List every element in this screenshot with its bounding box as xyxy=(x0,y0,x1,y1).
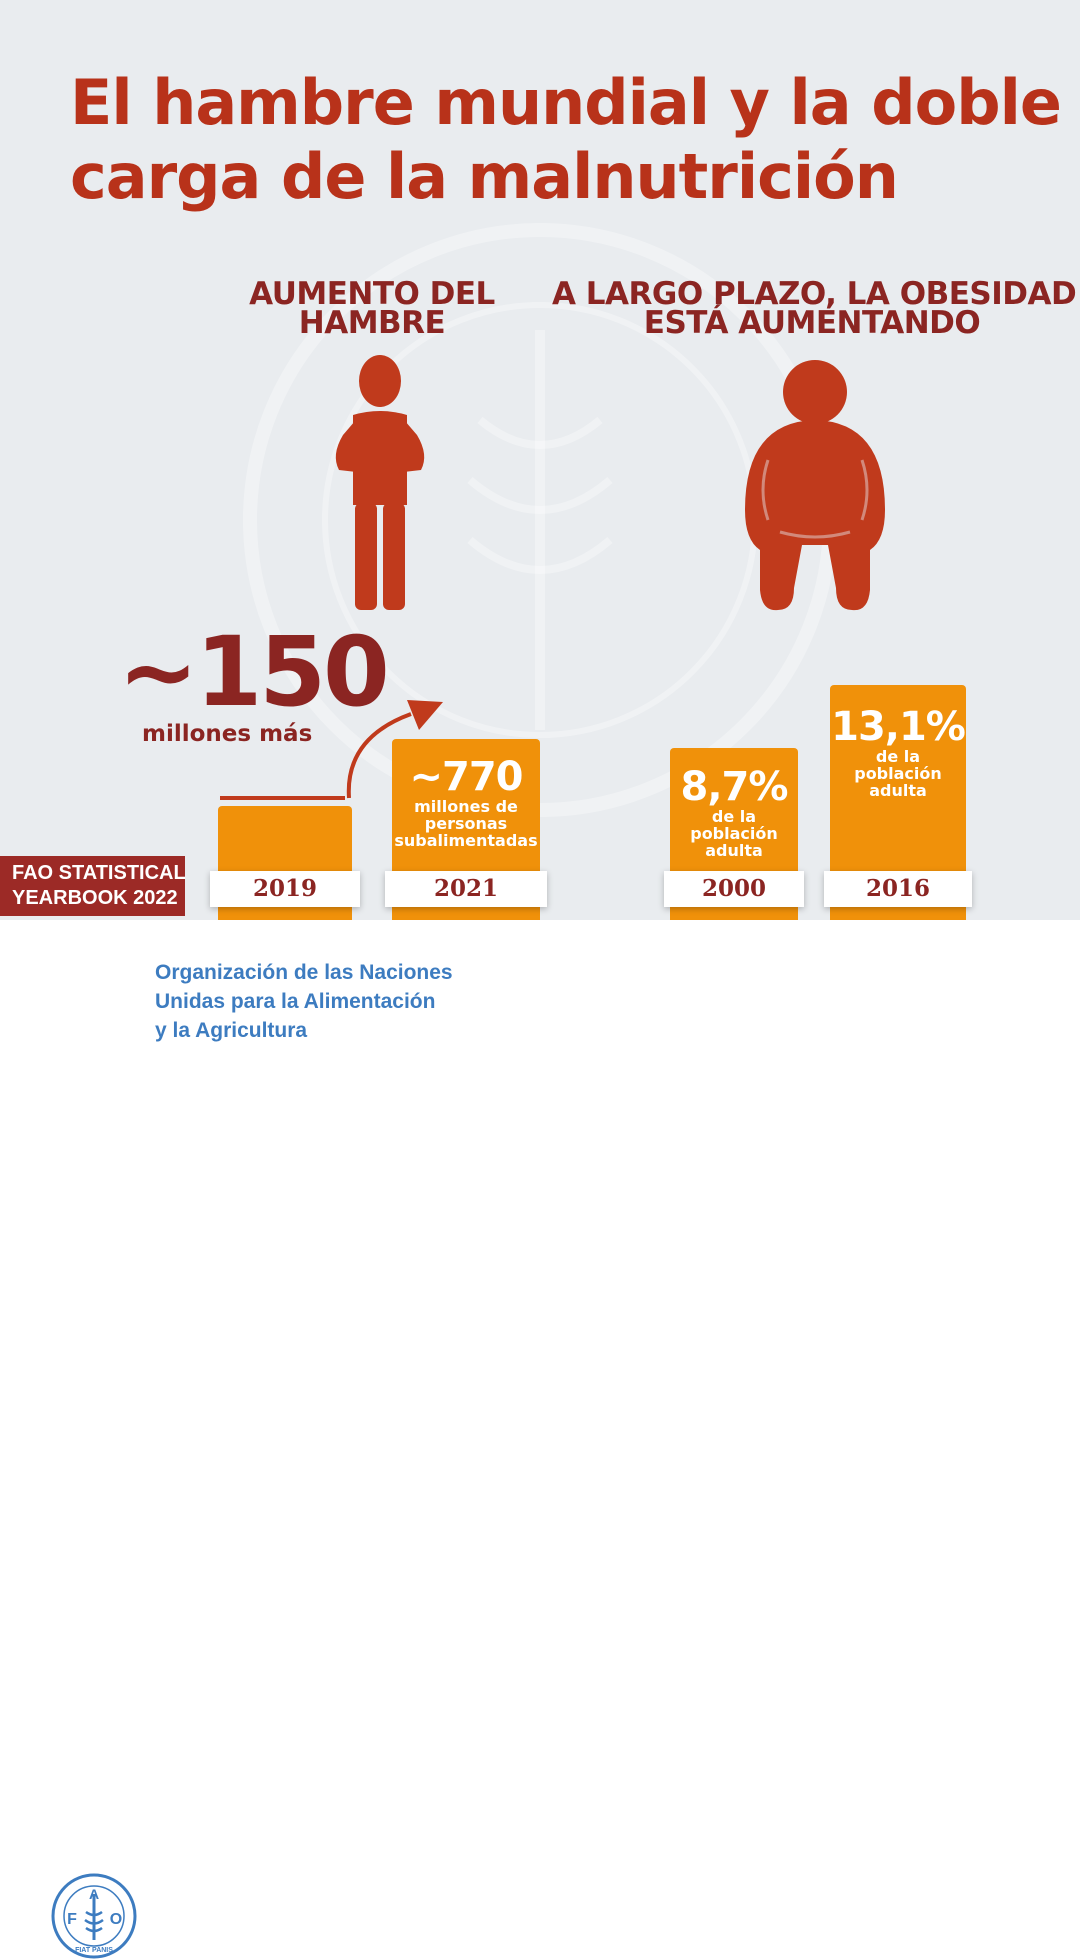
logo-letter-o: O xyxy=(110,1911,122,1928)
badge-line-1: FAO STATISTICAL xyxy=(12,862,186,884)
hunger-heading: AUMENTO DEL HAMBRE xyxy=(236,276,508,341)
yearbook-badge: FAO STATISTICAL YEARBOOK 2022 xyxy=(0,856,186,916)
fao-logo-icon: F A O FIAT PANIS xyxy=(51,1873,137,1959)
bar-2016-description: de la población adulta xyxy=(854,747,942,800)
bar-2000-label: 8,7% de la población adulta xyxy=(670,766,798,859)
bar-2000-description: de la población adulta xyxy=(690,807,778,860)
bar-2021-description: millones de personas subalimentadas xyxy=(394,797,538,850)
hunger-heading-line-1: AUMENTO DEL xyxy=(249,276,495,312)
obesity-heading: A LARGO PLAZO, LA OBESIDAD ESTÁ AUMENTAN… xyxy=(552,276,1077,341)
obesity-heading-line-2: ESTÁ AUMENTANDO xyxy=(643,305,981,341)
organization-name: Organización de las Naciones Unidas para… xyxy=(155,958,453,1045)
org-line-1: Organización de las Naciones xyxy=(155,961,453,984)
logo-letter-a: A xyxy=(89,1886,99,1902)
bar-2021-label: ~770 millones de personas subalimentadas xyxy=(392,756,540,849)
year-label-2021: 2021 xyxy=(385,871,547,907)
heavy-person-icon xyxy=(745,360,885,611)
title-line-1: El hambre mundial y la doble xyxy=(70,66,1062,139)
title-line-2: carga de la malnutrición xyxy=(70,140,899,213)
bar-2016-label: 13,1% de la población adulta xyxy=(830,706,966,799)
infographic-panel: El hambre mundial y la doble carga de la… xyxy=(0,0,1080,920)
bar-2021-value: ~770 xyxy=(409,754,523,800)
hunger-increase-value: ~150 xyxy=(118,616,390,728)
logo-letter-f: F xyxy=(67,1911,77,1928)
org-line-3: y la Agricultura xyxy=(155,1019,308,1042)
growth-arrow-icon xyxy=(220,700,443,800)
bar-2016-value: 13,1% xyxy=(831,704,966,750)
hunger-increase-label: millones más xyxy=(142,721,313,747)
thin-person-icon xyxy=(335,355,425,610)
year-label-2019: 2019 xyxy=(210,871,360,907)
badge-line-2: YEARBOOK 2022 xyxy=(12,887,178,909)
page-title: El hambre mundial y la doble carga de la… xyxy=(70,66,1062,214)
org-line-2: Unidas para la Alimentación xyxy=(155,990,436,1013)
hunger-heading-line-2: HAMBRE xyxy=(298,305,446,341)
year-label-2016: 2016 xyxy=(824,871,972,907)
obesity-heading-line-1: A LARGO PLAZO, LA OBESIDAD xyxy=(552,276,1077,312)
logo-motto: FIAT PANIS xyxy=(75,1947,113,1954)
bar-2000-value: 8,7% xyxy=(680,764,789,810)
footer: F A O FIAT PANIS Organización de las Nac… xyxy=(0,920,1080,1959)
year-label-2000: 2000 xyxy=(664,871,804,907)
